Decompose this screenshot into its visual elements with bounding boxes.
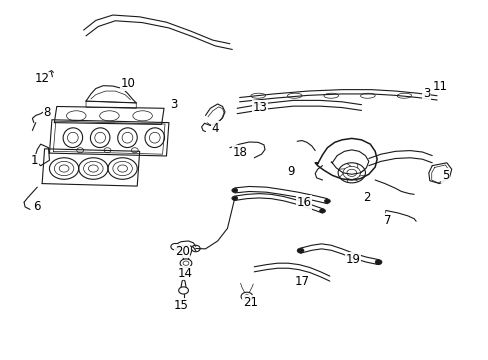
Circle shape [231, 188, 237, 193]
Text: 10: 10 [121, 77, 136, 90]
Text: 1: 1 [31, 154, 39, 167]
Text: 7: 7 [383, 214, 390, 227]
Text: 8: 8 [43, 106, 51, 119]
Text: 19: 19 [345, 253, 360, 266]
Circle shape [319, 209, 325, 213]
Text: 16: 16 [296, 196, 311, 209]
Text: 2: 2 [362, 191, 369, 204]
Text: 4: 4 [211, 122, 219, 135]
Circle shape [297, 248, 304, 253]
Circle shape [374, 260, 381, 265]
Text: 3: 3 [170, 98, 177, 111]
Text: 9: 9 [286, 165, 294, 178]
Text: 18: 18 [233, 145, 247, 158]
Text: 3: 3 [422, 87, 429, 100]
Circle shape [324, 199, 330, 203]
Text: 13: 13 [252, 101, 267, 114]
Text: 14: 14 [177, 267, 192, 280]
Text: 17: 17 [294, 275, 309, 288]
Text: 12: 12 [35, 72, 50, 85]
Text: 5: 5 [441, 169, 448, 182]
Text: 20: 20 [174, 244, 189, 257]
Text: 11: 11 [432, 80, 447, 93]
Text: 6: 6 [34, 201, 41, 213]
Text: 21: 21 [243, 296, 257, 309]
Text: 15: 15 [173, 299, 188, 312]
Circle shape [231, 196, 237, 201]
